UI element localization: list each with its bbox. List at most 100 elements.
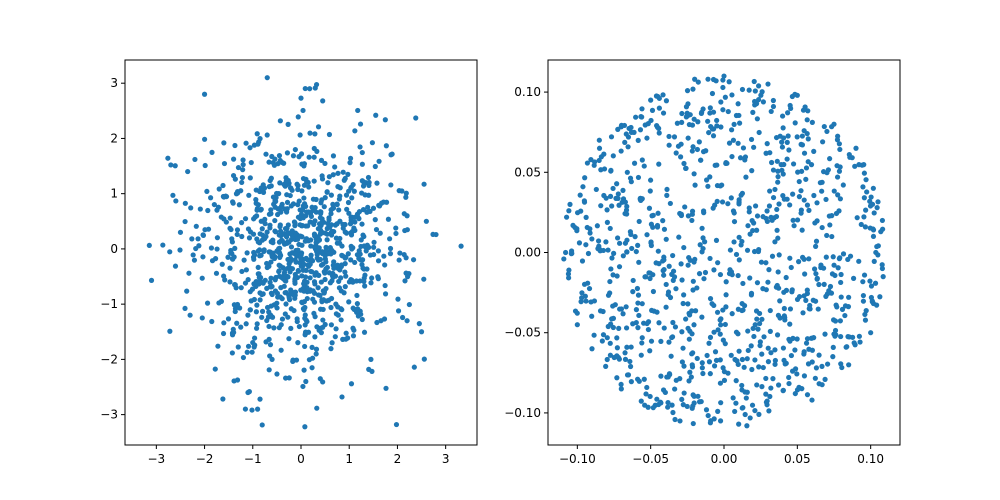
scatter-point — [690, 278, 696, 284]
scatter-point — [359, 316, 365, 323]
scatter-point — [713, 237, 720, 243]
scatter-point — [418, 329, 425, 335]
scatter-point — [746, 209, 752, 215]
scatter-point — [766, 203, 773, 209]
scatter-point — [333, 326, 339, 332]
scatter-point — [212, 366, 218, 372]
scatter-point — [282, 267, 288, 273]
y-tick-label: −0.05 — [504, 326, 541, 340]
scatter-point — [790, 191, 796, 197]
scatter-point — [220, 330, 227, 337]
scatter-point — [322, 321, 328, 328]
scatter-point — [334, 240, 340, 246]
scatter-point — [656, 161, 662, 167]
scatter-point — [338, 317, 344, 323]
scatter-point — [311, 178, 317, 184]
scatter-point — [658, 400, 664, 406]
scatter-point — [342, 229, 348, 235]
scatter-point — [259, 226, 265, 232]
scatter-point — [298, 95, 304, 101]
scatter-point — [805, 108, 811, 114]
scatter-point — [779, 113, 786, 119]
scatter-point — [784, 156, 790, 162]
scatter-point — [781, 313, 787, 319]
scatter-point — [335, 170, 341, 176]
scatter-point — [259, 422, 265, 428]
scatter-point — [299, 273, 305, 279]
scatter-point — [350, 333, 357, 339]
scatter-point — [643, 391, 649, 397]
x-tick-label: 0.00 — [711, 452, 738, 466]
scatter-point — [595, 238, 602, 244]
scatter-point — [759, 316, 765, 322]
scatter-point — [788, 352, 795, 359]
scatter-point — [239, 268, 245, 275]
scatter-point — [792, 390, 798, 397]
scatter-point — [842, 303, 849, 309]
scatter-point — [628, 379, 634, 385]
scatter-point — [393, 421, 400, 428]
scatter-point — [232, 282, 238, 288]
scatter-point — [679, 277, 685, 283]
scatter-point — [269, 153, 275, 160]
scatter-point — [251, 142, 257, 148]
scatter-point — [367, 252, 373, 258]
scatter-point — [691, 393, 697, 399]
scatter-point — [303, 378, 309, 385]
scatter-point — [328, 192, 334, 198]
scatter-point — [231, 156, 237, 162]
scatter-point — [755, 326, 761, 332]
scatter-point — [267, 342, 274, 348]
scatter-point — [615, 195, 621, 202]
scatter-point — [589, 313, 595, 319]
scatter-point — [721, 73, 727, 79]
scatter-point — [661, 272, 667, 278]
scatter-point — [305, 262, 311, 268]
scatter-point — [754, 213, 761, 219]
x-tick-label: 3 — [442, 452, 450, 466]
scatter-point — [326, 131, 333, 138]
scatter-point — [798, 210, 804, 216]
scatter-point — [736, 257, 742, 263]
scatter-point — [254, 131, 260, 137]
scatter-point — [382, 117, 388, 123]
scatter-point — [315, 285, 321, 291]
scatter-point — [302, 312, 308, 318]
scatter-point — [735, 140, 741, 146]
scatter-point — [283, 208, 290, 214]
scatter-point — [212, 256, 219, 262]
scatter-point — [341, 177, 347, 183]
scatter-point — [880, 274, 886, 280]
scatter-point — [733, 329, 740, 335]
scatter-point — [654, 309, 660, 315]
scatter-point — [768, 350, 774, 356]
scatter-point — [273, 198, 279, 204]
scatter-point — [736, 348, 742, 354]
scatter-point — [801, 349, 807, 355]
scatter-point — [699, 225, 705, 231]
scatter-point — [317, 292, 323, 298]
scatter-point — [715, 260, 721, 266]
scatter-point — [761, 334, 767, 340]
scatter-point — [259, 291, 265, 298]
scatter-point — [754, 116, 760, 122]
scatter-point — [618, 148, 624, 154]
scatter-point — [351, 214, 358, 220]
scatter-point — [723, 304, 729, 310]
scatter-point — [615, 235, 621, 241]
scatter-point — [739, 405, 745, 411]
scatter-point — [730, 395, 736, 401]
scatter-point — [679, 110, 685, 117]
scatter-point — [574, 322, 580, 328]
scatter-point — [679, 119, 685, 125]
scatter-point — [806, 306, 812, 312]
scatter-point — [827, 222, 833, 228]
scatter-point — [646, 270, 652, 276]
scatter-point — [382, 282, 388, 289]
scatter-point — [747, 275, 753, 281]
scatter-point — [827, 283, 834, 290]
scatter-point — [300, 175, 307, 182]
scatter-point — [622, 139, 628, 145]
scatter-point — [857, 339, 863, 345]
scatter-point — [357, 144, 363, 150]
